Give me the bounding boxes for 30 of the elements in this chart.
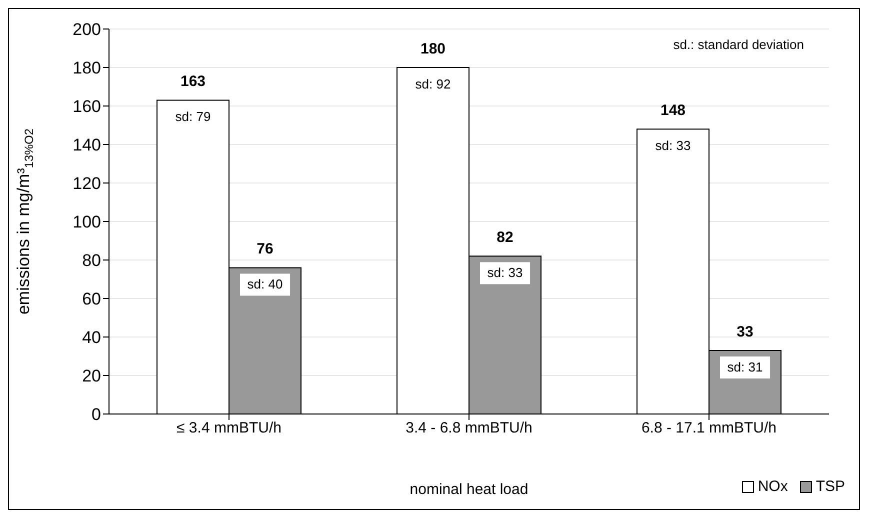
legend-label: NOx [756, 478, 788, 495]
data-label: 163 [180, 73, 206, 90]
annotation: sd: 33 [487, 265, 523, 280]
y-tick-label: 180 [72, 58, 101, 78]
y-tick-label: 100 [72, 212, 101, 232]
x-tick-label: 3.4 - 6.8 mmBTU/h [406, 420, 532, 437]
y-tick-label: 140 [72, 136, 101, 155]
annotation: sd: 31 [727, 359, 763, 374]
data-label: 148 [660, 102, 686, 120]
y-tick-label: 120 [72, 174, 101, 194]
legend-label: TSP [814, 478, 845, 495]
y-tick-label: 80 [82, 251, 101, 270]
y-tick-label: 0 [92, 405, 101, 424]
x-tick-label: ≤ 3.4 mmBTU/h [176, 420, 282, 437]
y-tick-label: 60 [82, 290, 101, 309]
data-label: 82 [496, 229, 514, 246]
annotation: sd: 92 [415, 76, 451, 92]
y-tick-label: 200 [72, 20, 101, 40]
data-label: 180 [420, 40, 446, 58]
x-tick-label: 6.8 - 17.1 mmBTU/h [641, 420, 777, 437]
y-tick-label: 20 [82, 366, 101, 386]
annotation: sd: 40 [247, 276, 283, 292]
data-label: 76 [256, 240, 274, 258]
annotation: sd: 33 [655, 138, 691, 154]
x-axis-title: nominal heat load [410, 481, 528, 498]
annotation: sd: 79 [175, 109, 211, 124]
data-label: 33 [736, 323, 754, 340]
y-tick-label: 160 [72, 97, 101, 116]
annotation: sd.: standard deviation [673, 37, 804, 52]
y-tick-label: 40 [82, 328, 101, 348]
